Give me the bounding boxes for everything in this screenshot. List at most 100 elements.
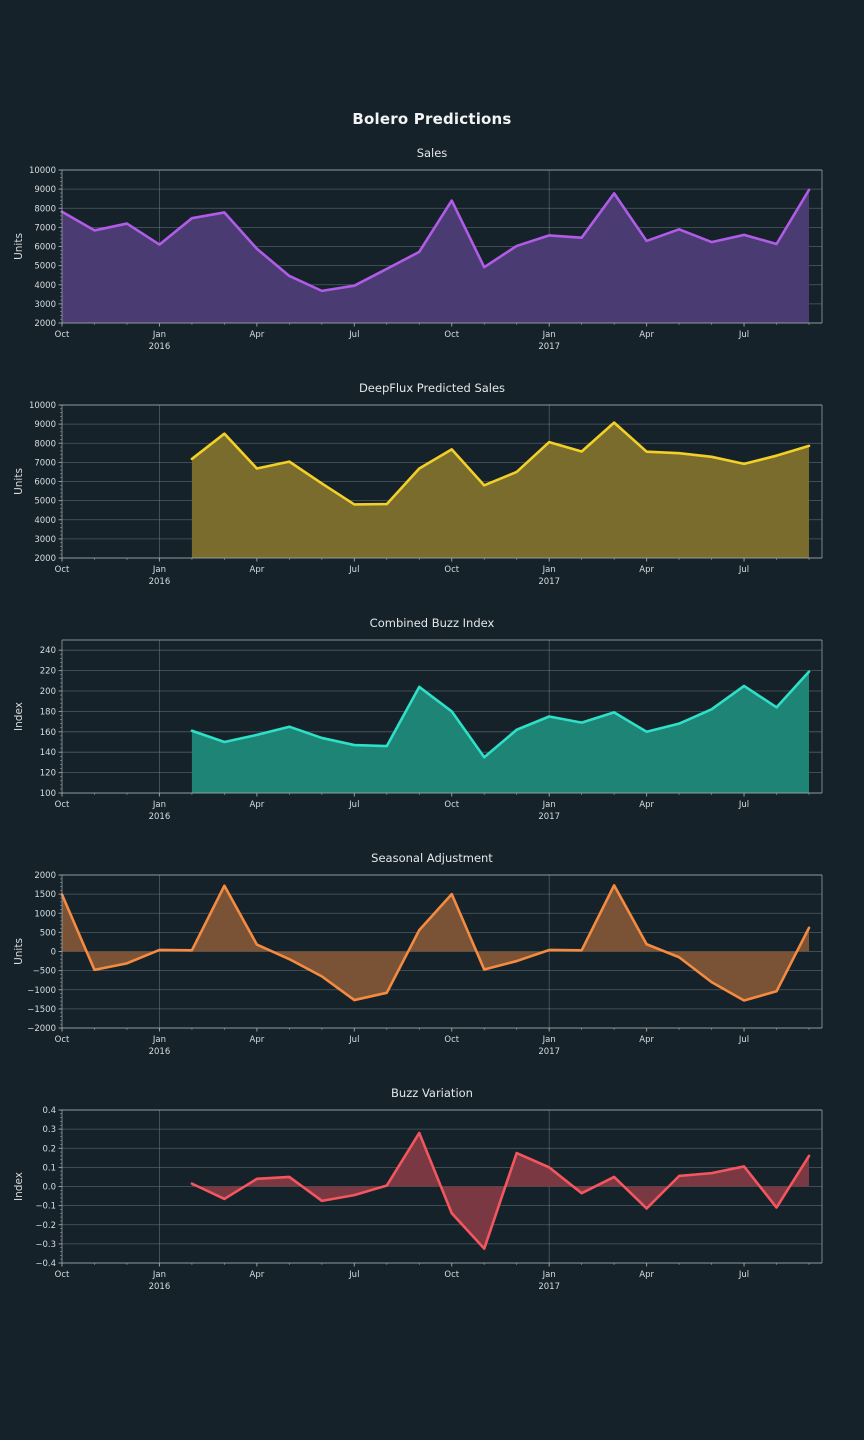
area-fill [62,885,810,1001]
y-tick-label: 160 [40,728,56,738]
x-tick-label: Apr [250,800,265,810]
x-tick-label: Oct [444,1270,459,1280]
x-tick-sublabel: 2016 [149,1282,171,1292]
y-tick-label: 9000 [34,420,56,430]
figure-title: Bolero Predictions [352,110,512,128]
series-line [60,884,811,1002]
x-tick-label: Jul [348,565,359,575]
x-tick-label: Apr [639,1270,654,1280]
x-tick-label: Oct [55,800,70,810]
x-tick-label: Oct [444,800,459,810]
y-tick-label: 8000 [34,439,56,449]
y-tick-label: 6000 [34,243,56,253]
series-line [60,188,811,293]
x-tick-label: Jul [348,330,359,340]
y-tick-label: 0.0 [42,1183,56,1193]
x-tick-label: Jul [738,565,749,575]
panel-title: DeepFlux Predicted Sales [358,381,506,395]
y-tick-label: −1000 [27,986,56,996]
y-tick-label: 10000 [29,166,56,176]
y-tick-label: 0 [51,948,56,958]
y-tick-label: 2000 [34,554,56,564]
y-tick-label: −0.2 [35,1221,56,1231]
area-fill [191,671,810,793]
y-tick-label: 7000 [34,223,56,233]
y-axis-label: Units [13,233,25,260]
y-tick-label: 7000 [34,458,56,468]
x-tick-label: Jan [542,800,556,810]
y-tick-label: 3000 [34,535,56,545]
y-tick-label: 180 [40,707,56,717]
y-tick-label: −0.1 [35,1202,56,1212]
y-tick-label: 200 [40,687,56,697]
x-tick-sublabel: 2016 [149,812,171,822]
x-tick-sublabel: 2017 [538,342,560,352]
x-tick-label: Apr [250,330,265,340]
x-tick-sublabel: 2016 [149,342,171,352]
y-tick-label: −0.4 [35,1259,56,1269]
y-tick-label: −500 [33,967,56,977]
y-axis-label: Index [13,702,25,731]
x-tick-label: Apr [250,1270,265,1280]
y-axis-label: Index [13,1172,25,1201]
area-fill [191,422,810,558]
x-tick-label: Jul [738,330,749,340]
y-axis-label: Units [13,938,25,965]
x-tick-label: Jan [542,330,556,340]
x-tick-label: Apr [639,565,654,575]
y-tick-label: 240 [40,646,56,656]
x-tick-label: Oct [444,1035,459,1045]
y-tick-label: 2000 [34,319,56,329]
y-tick-label: 9000 [34,185,56,195]
area-fill [62,189,810,323]
x-tick-label: Apr [250,565,265,575]
x-tick-label: Jan [542,1035,556,1045]
x-tick-label: Jan [152,1270,166,1280]
x-tick-sublabel: 2016 [149,577,171,587]
y-tick-label: 0.2 [42,1144,56,1154]
y-tick-label: 1000 [34,909,56,919]
x-tick-label: Apr [639,800,654,810]
y-tick-label: −1500 [27,1005,56,1015]
y-tick-label: 4000 [34,516,56,526]
y-tick-label: 0.3 [42,1125,56,1135]
y-tick-label: 5000 [34,262,56,272]
x-tick-label: Jul [348,800,359,810]
x-tick-label: Jan [152,1035,166,1045]
x-tick-label: Jul [348,1035,359,1045]
y-axis-label: Units [13,468,25,495]
panel-title: Combined Buzz Index [369,616,495,630]
area-fill [191,1132,810,1249]
x-tick-label: Jul [738,1035,749,1045]
y-tick-label: 0.1 [42,1163,56,1173]
y-tick-label: 1500 [34,890,56,900]
x-tick-label: Apr [639,330,654,340]
x-tick-label: Jul [738,800,749,810]
x-tick-sublabel: 2017 [538,1282,560,1292]
y-tick-label: 0.4 [42,1106,56,1116]
y-tick-label: 100 [40,789,56,799]
x-tick-label: Oct [444,565,459,575]
panel-title: Seasonal Adjustment [371,851,493,865]
x-tick-label: Jan [152,800,166,810]
y-tick-label: 5000 [34,497,56,507]
series-line [190,1131,811,1250]
y-tick-label: 10000 [29,401,56,411]
x-tick-sublabel: 2017 [538,1047,560,1057]
y-tick-label: 4000 [34,281,56,291]
y-tick-label: 3000 [34,300,56,310]
x-tick-label: Apr [250,1035,265,1045]
series-line [190,421,811,506]
x-tick-label: Oct [55,565,70,575]
y-tick-label: 2000 [34,871,56,881]
x-tick-sublabel: 2017 [538,812,560,822]
x-tick-label: Jul [738,1270,749,1280]
x-tick-sublabel: 2016 [149,1047,171,1057]
